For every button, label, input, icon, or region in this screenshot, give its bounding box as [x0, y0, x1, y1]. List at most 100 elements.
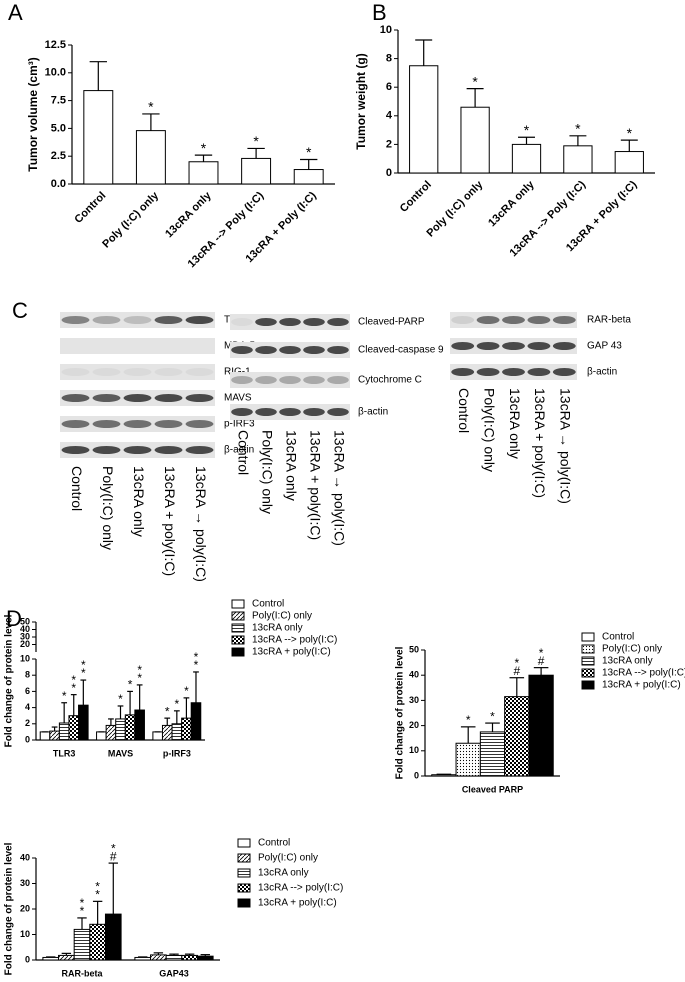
bar: [409, 65, 439, 174]
blot-band: [92, 368, 121, 376]
significance-mark: *: [81, 658, 86, 672]
blot-row-label: β-actin: [358, 407, 388, 418]
y-tick-label: 8: [25, 670, 30, 680]
blot-band: [327, 318, 349, 326]
legend-label: 13cRA only: [252, 623, 303, 634]
x-tick-label: 13cRA only: [163, 189, 214, 240]
blot-band: [61, 316, 90, 324]
y-tick-label: 6: [25, 686, 30, 696]
blot-band: [502, 342, 525, 350]
blot-row-label: p-IRF3: [224, 419, 255, 430]
blot-band: [502, 316, 525, 324]
legend-swatch: [237, 838, 251, 848]
bar: [511, 143, 542, 174]
error-bar: [200, 954, 210, 957]
error-bar: [127, 690, 133, 715]
bar: [150, 954, 167, 961]
y-tick-label: 0: [25, 954, 30, 964]
error-bar: [117, 705, 124, 719]
significance-mark: *: [472, 73, 478, 89]
blot-band: [279, 318, 301, 326]
blot-lane-label: 13cRA only: [283, 430, 299, 501]
legend-swatch: [231, 647, 245, 657]
blot-band: [327, 408, 349, 416]
legend-swatch: [237, 898, 251, 908]
significance-mark: *: [627, 125, 633, 141]
y-tick-label: 40: [20, 852, 30, 862]
error-bar: [300, 158, 318, 170]
blot-band: [451, 316, 475, 324]
y-tick-label: 7.5: [51, 95, 66, 107]
error-bar: [466, 88, 484, 108]
blot-row-label: GAP 43: [587, 341, 622, 352]
bar: [104, 913, 122, 961]
bar: [152, 731, 163, 741]
error-bar: [153, 952, 164, 955]
y-tick-label: 4: [25, 702, 30, 712]
legend-label: 13cRA + poly(I:C): [602, 680, 681, 691]
blot-strip: [60, 312, 215, 328]
blot-band: [154, 316, 183, 324]
bar: [614, 151, 644, 174]
y-tick-label: 2.5: [51, 150, 66, 162]
bar: [504, 696, 530, 777]
legend-label: Control: [602, 632, 634, 643]
error-bar: [138, 956, 148, 958]
blot-band: [451, 368, 475, 376]
bar: [42, 956, 60, 961]
y-axis-label: Fold change of protein level: [395, 646, 406, 779]
blot-band: [123, 446, 152, 454]
legend-swatch: [581, 680, 595, 690]
y-tick-label: 30: [20, 631, 30, 641]
bar: [241, 157, 272, 185]
error-bar: [193, 671, 199, 703]
blot-band: [327, 376, 349, 384]
bar: [89, 923, 106, 961]
legend-label: 13cRA only: [602, 656, 653, 667]
legend-swatch: [581, 656, 595, 666]
bar: [68, 715, 80, 741]
significance-mark: *: [306, 144, 312, 160]
y-tick-label: 10: [20, 653, 30, 663]
error-bar: [436, 773, 452, 775]
blot-band: [303, 408, 325, 416]
significance-mark: *: [514, 656, 519, 670]
significance-mark: *: [81, 666, 86, 680]
blot-lane-label: Poly(I:C) only: [259, 430, 275, 514]
blot-band: [231, 346, 253, 354]
bar: [528, 674, 554, 777]
y-tick-label: 10: [409, 745, 419, 755]
blot-band: [123, 316, 152, 324]
blot-row-label: MAVS: [224, 393, 252, 404]
error-bar: [485, 722, 500, 732]
bar: [188, 161, 219, 185]
panel-label: C: [12, 298, 28, 323]
legend-swatch: [237, 883, 251, 893]
blot-band: [303, 318, 325, 326]
bar: [73, 928, 91, 961]
y-axis-label: Tumor weight (g): [354, 53, 368, 149]
x-tick-label: Control: [72, 190, 108, 226]
y-axis-label: Fold change of protein level: [4, 842, 15, 975]
error-bar: [92, 900, 103, 925]
x-tick-label: p-IRF3: [163, 748, 191, 758]
legend-label: 13cRA only: [258, 868, 309, 879]
y-axis-label: Fold change of protein level: [4, 614, 15, 747]
y-tick-label: 0.0: [51, 178, 66, 190]
blot-lane-label: Poly(I:C) only: [481, 388, 497, 472]
legend-swatch: [231, 599, 245, 609]
error-bar: [569, 135, 587, 146]
blot-band: [231, 376, 253, 384]
y-tick-label: 0: [25, 734, 30, 744]
bar: [171, 723, 183, 741]
blot-row-label: Cleaved-caspase 9: [358, 345, 444, 356]
y-tick-label: 10: [380, 24, 392, 36]
blot-lane-label: Control: [69, 466, 85, 511]
bar: [479, 731, 506, 777]
y-tick-label: 40: [409, 670, 419, 680]
blot-band: [527, 316, 551, 324]
significance-mark: *: [194, 650, 199, 664]
error-bar: [70, 694, 77, 716]
bar: [196, 955, 214, 961]
error-bar: [80, 679, 87, 706]
